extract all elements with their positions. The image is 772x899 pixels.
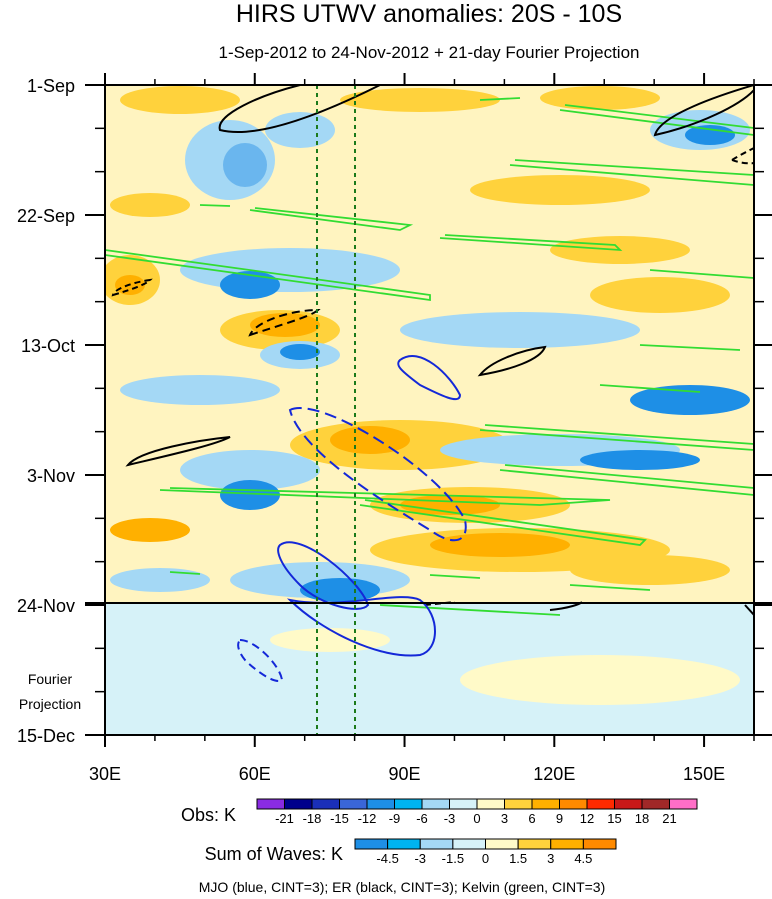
colorbar-level-label: 12 xyxy=(580,811,594,826)
legend-note: MJO (blue, CINT=3); ER (black, CINT=3); … xyxy=(199,879,606,895)
y-tick-label: 13-Oct xyxy=(21,336,75,356)
plot-area xyxy=(105,85,754,735)
colorbar-swatch xyxy=(582,838,617,850)
colorbar-swatch xyxy=(394,798,423,810)
colorbar-level-label: 4.5 xyxy=(574,851,592,866)
colorbar-level-label: -4.5 xyxy=(376,851,398,866)
x-tick-label: 90E xyxy=(389,764,421,784)
colorbar-swatch xyxy=(311,798,340,810)
colorbar-swatch xyxy=(354,838,389,850)
mjo-contours xyxy=(237,354,467,682)
y-tick-label: 22-Sep xyxy=(17,206,75,226)
x-tick-label: 150E xyxy=(683,764,725,784)
colorbar-level-label: -1.5 xyxy=(442,851,464,866)
colorbar-swatch xyxy=(517,838,552,850)
colorbar-level-label: 18 xyxy=(635,811,649,826)
colorbar-swatch xyxy=(559,798,588,810)
colorbar-swatch xyxy=(419,838,454,850)
colorbar-level-label: -21 xyxy=(275,811,294,826)
colorbar-swatch xyxy=(669,798,698,810)
colorbar-level-label: -9 xyxy=(389,811,401,826)
colorbar-swatch xyxy=(452,838,486,850)
y-axis: 1-Sep 22-Sep 13-Oct 3-Nov 24-Nov 15-Dec xyxy=(17,76,772,746)
y-tick-label: 1-Sep xyxy=(27,76,75,96)
obs-colorbar: -21 -18 -15 -12 -9 -6 -3 0 3 6 9 12 15 18 21 xyxy=(256,798,698,826)
colorbar-level-label: 15 xyxy=(607,811,621,826)
colorbar-swatch xyxy=(476,798,505,810)
y-tick-label: 3-Nov xyxy=(27,466,75,486)
colorbar-swatch xyxy=(586,798,615,810)
colorbar-swatch xyxy=(449,798,478,810)
colorbar-swatch xyxy=(284,798,313,810)
colorbar-swatch xyxy=(339,798,368,810)
kelvin-contours xyxy=(105,97,754,616)
colorbar-swatch xyxy=(485,838,519,850)
colorbar-swatch xyxy=(256,798,285,810)
colorbar-level-label: 1.5 xyxy=(509,851,527,866)
colorbar-level-label: -15 xyxy=(330,811,349,826)
colorbar-level-label: -18 xyxy=(303,811,322,826)
waves-colorbar-label: Sum of Waves: K xyxy=(205,844,343,864)
plot-frame xyxy=(104,84,755,736)
colorbar-level-label: -3 xyxy=(444,811,456,826)
projection-label-line2: Projection xyxy=(19,696,81,712)
chart-title: HIRS UTWV anomalies: 20S - 10S xyxy=(236,0,622,28)
colorbar-level-label: -6 xyxy=(416,811,428,826)
colorbar-swatch xyxy=(531,798,560,810)
colorbar-level-label: 3 xyxy=(547,851,554,866)
y-tick-label: 24-Nov xyxy=(17,596,75,616)
waves-colorbar: -4.5 -3 -1.5 0 1.5 3 4.5 xyxy=(354,838,617,866)
colorbar-level-label: -12 xyxy=(358,811,377,826)
obs-anomaly-field xyxy=(105,85,754,603)
colorbar-level-label: 6 xyxy=(528,811,535,826)
x-axis: 30E 60E 90E 120E 150E xyxy=(89,73,755,784)
colorbar-level-label: 0 xyxy=(482,851,489,866)
colorbar-level-label: 3 xyxy=(501,811,508,826)
colorbar-swatch xyxy=(550,838,584,850)
colorbar-swatch xyxy=(366,798,395,810)
projection-field xyxy=(105,603,754,735)
x-tick-label: 120E xyxy=(533,764,575,784)
colorbar-swatch xyxy=(421,798,450,810)
y-tick-label: 15-Dec xyxy=(17,726,75,746)
colorbar-level-label: -3 xyxy=(414,851,426,866)
x-tick-label: 30E xyxy=(89,764,121,784)
colorbar-level-label: 0 xyxy=(473,811,480,826)
obs-colorbar-label: Obs: K xyxy=(181,805,236,825)
colorbar-swatch xyxy=(641,798,670,810)
projection-label-line1: Fourier xyxy=(28,671,73,687)
chart-subtitle: 1-Sep-2012 to 24-Nov-2012 + 21-day Fouri… xyxy=(219,43,640,62)
colorbar-level-label: 21 xyxy=(662,811,676,826)
colorbar-swatch xyxy=(387,838,421,850)
colorbar-level-label: 9 xyxy=(556,811,563,826)
x-tick-label: 60E xyxy=(239,764,271,784)
colorbar-swatch xyxy=(504,798,533,810)
colorbar-swatch xyxy=(614,798,643,810)
